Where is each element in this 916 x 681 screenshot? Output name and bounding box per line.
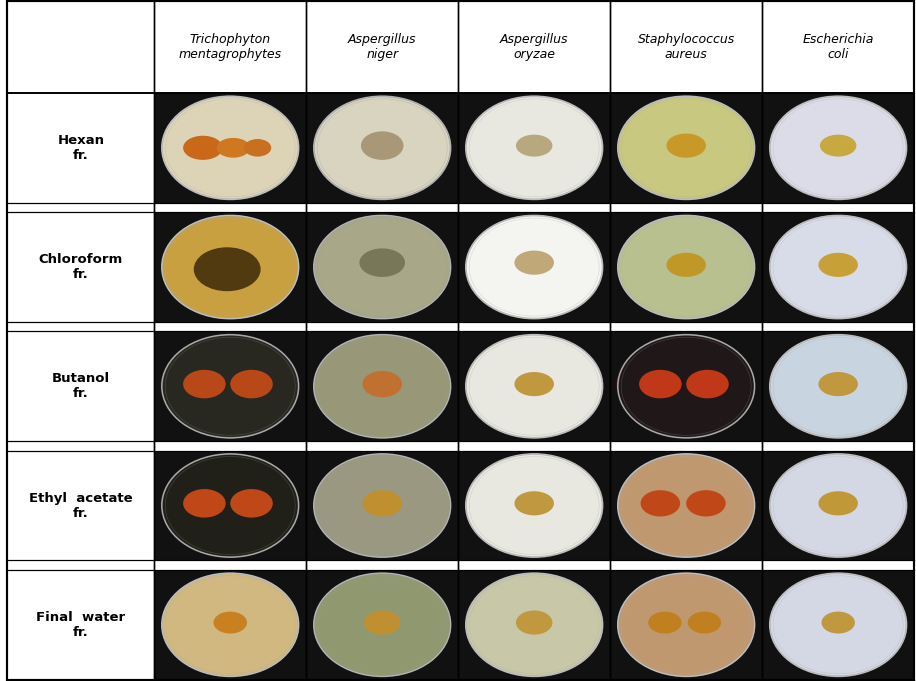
Ellipse shape [216,138,250,158]
Ellipse shape [769,573,907,676]
Bar [306,570,458,680]
Bar [762,93,914,203]
Ellipse shape [162,215,299,319]
Ellipse shape [515,372,554,396]
Text: Hexan
fr.: Hexan fr. [58,133,104,162]
Bar [306,332,458,441]
Ellipse shape [639,370,682,398]
Ellipse shape [769,334,907,438]
Ellipse shape [160,462,294,545]
Ellipse shape [230,489,273,518]
Bar [762,332,914,441]
Ellipse shape [769,454,907,557]
Ellipse shape [686,370,729,398]
Ellipse shape [769,215,907,319]
Ellipse shape [194,247,261,291]
Bar [154,451,306,560]
Ellipse shape [667,253,706,277]
Ellipse shape [162,96,299,200]
Ellipse shape [686,490,725,516]
Ellipse shape [466,215,603,319]
Ellipse shape [314,454,451,557]
Ellipse shape [183,489,225,518]
Text: Staphylococcus
aureus: Staphylococcus aureus [638,33,735,61]
Ellipse shape [516,610,552,635]
Ellipse shape [617,96,755,200]
Ellipse shape [162,334,299,438]
Ellipse shape [466,334,603,438]
Ellipse shape [466,454,603,557]
Bar [458,212,610,322]
Bar [154,570,306,680]
Ellipse shape [516,135,552,157]
Bar [610,332,762,441]
Ellipse shape [314,96,451,200]
Ellipse shape [230,370,273,398]
Bar [762,451,914,560]
Bar [762,212,914,322]
Bar [762,570,914,680]
Ellipse shape [616,343,750,426]
Ellipse shape [160,343,294,426]
Ellipse shape [617,215,755,319]
Bar [610,570,762,680]
Ellipse shape [667,133,706,158]
Ellipse shape [818,491,858,516]
Text: Chloroform
fr.: Chloroform fr. [38,253,123,281]
Ellipse shape [818,253,858,277]
Ellipse shape [363,371,402,397]
Text: Escherichia
coli: Escherichia coli [802,33,874,61]
Ellipse shape [466,96,603,200]
Bar [306,451,458,560]
Ellipse shape [314,573,451,676]
Bar [154,332,306,441]
Ellipse shape [363,490,402,516]
Text: Final  water
fr.: Final water fr. [37,611,125,639]
Text: Aspergillus
oryzae: Aspergillus oryzae [500,33,569,61]
Ellipse shape [649,612,682,633]
Ellipse shape [162,573,299,676]
Ellipse shape [314,334,451,438]
Bar [154,93,306,203]
Bar [458,93,610,203]
Ellipse shape [515,491,554,516]
Ellipse shape [213,612,247,633]
Text: Butanol
fr.: Butanol fr. [51,373,110,400]
Ellipse shape [617,454,755,557]
Ellipse shape [617,334,755,438]
Ellipse shape [244,139,271,157]
Ellipse shape [617,573,755,676]
Ellipse shape [162,454,299,557]
Ellipse shape [820,135,856,157]
Bar [610,93,762,203]
Ellipse shape [359,249,405,277]
Bar [306,93,458,203]
Bar [610,451,762,560]
Text: Ethyl  acetate
fr.: Ethyl acetate fr. [29,492,133,520]
Ellipse shape [769,96,907,200]
Bar [306,212,458,322]
Bar [458,451,610,560]
Bar [458,332,610,441]
Ellipse shape [818,372,858,396]
Ellipse shape [314,215,451,319]
Ellipse shape [466,573,603,676]
Ellipse shape [183,370,225,398]
Text: Trichophyton
mentagrophytes: Trichophyton mentagrophytes [179,33,282,61]
Ellipse shape [364,610,400,635]
Ellipse shape [183,136,223,160]
Ellipse shape [688,612,721,633]
Ellipse shape [822,612,855,633]
Ellipse shape [515,251,554,274]
Bar [610,212,762,322]
Text: Aspergillus
niger: Aspergillus niger [348,33,417,61]
Ellipse shape [361,131,403,160]
Ellipse shape [640,490,680,516]
Bar [154,212,306,322]
Ellipse shape [163,115,291,180]
Bar [458,570,610,680]
